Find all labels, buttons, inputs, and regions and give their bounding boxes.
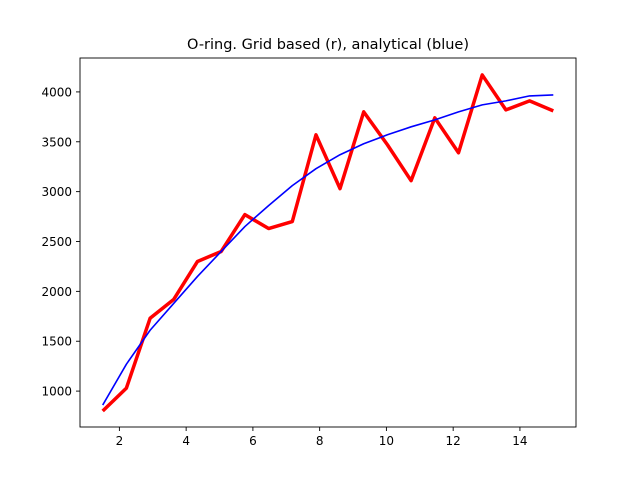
y-tick-label: 3000 [41, 185, 72, 199]
x-tick-label: 4 [182, 434, 190, 448]
plot-frame [79, 57, 577, 428]
chart-title: O-ring. Grid based (r), analytical (blue… [187, 37, 469, 53]
axes-layer: 2 4 6 8 10 12 14 1000 1500 2000 2500 3000 3500 4000 [41, 57, 577, 448]
x-tick-label: 8 [316, 434, 324, 448]
x-tick-label: 14 [512, 434, 527, 448]
y-tick-label: 1500 [41, 335, 72, 349]
y-tick-label: 3500 [41, 135, 72, 149]
y-tick-label: 2500 [41, 235, 72, 249]
y-tick-label: 1000 [41, 385, 72, 399]
x-tick-label: 6 [249, 434, 257, 448]
analytical-series-line [102, 94, 554, 406]
y-tick-label: 2000 [41, 285, 72, 299]
series-layer [101, 73, 554, 413]
x-tick-label: 2 [116, 434, 124, 448]
x-tick-label: 10 [379, 434, 394, 448]
y-tick-label: 4000 [41, 85, 72, 99]
x-tick-label: 12 [446, 434, 461, 448]
